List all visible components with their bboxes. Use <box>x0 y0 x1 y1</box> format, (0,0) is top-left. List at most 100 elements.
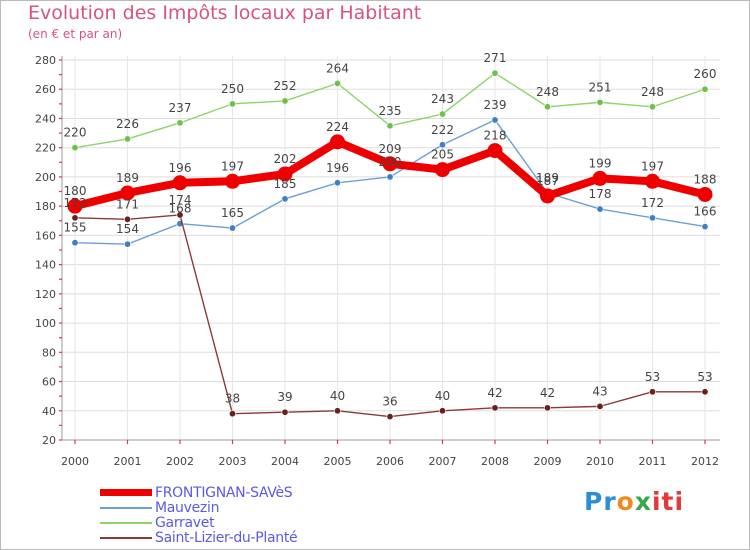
data-point <box>438 407 446 415</box>
data-label: 248 <box>641 85 664 99</box>
data-point <box>648 103 656 111</box>
x-tick-label: 2002 <box>166 455 194 468</box>
y-tick-label: 180 <box>35 200 56 213</box>
data-label: 222 <box>431 123 454 137</box>
data-point <box>701 388 709 396</box>
y-tick-label: 80 <box>42 346 56 359</box>
data-point <box>438 141 446 149</box>
logo-part: Pr <box>584 487 617 516</box>
data-point <box>67 198 83 214</box>
data-label: 43 <box>592 384 607 398</box>
data-point <box>386 122 394 130</box>
data-point <box>225 173 240 189</box>
legend-label: Garravet <box>155 514 215 531</box>
data-point <box>71 214 79 222</box>
data-point <box>645 173 660 189</box>
data-label: 166 <box>694 205 717 219</box>
data-point <box>124 215 132 223</box>
data-label: 185 <box>274 177 297 191</box>
data-label: 199 <box>589 156 612 170</box>
data-point <box>491 69 499 77</box>
x-tick-label: 2007 <box>429 455 457 468</box>
legend-label: Saint-Lizier-du-Planté <box>155 529 298 546</box>
data-label: 171 <box>116 197 139 211</box>
data-point <box>281 97 289 105</box>
data-point <box>596 98 604 106</box>
data-point <box>229 100 237 108</box>
x-tick-label: 2009 <box>534 455 562 468</box>
data-label: 189 <box>536 171 559 185</box>
data-label: 165 <box>221 206 244 220</box>
data-label: 226 <box>116 117 139 131</box>
data-point <box>386 413 394 421</box>
data-point <box>281 195 289 203</box>
data-point <box>71 239 79 247</box>
data-label: 172 <box>64 196 87 210</box>
data-label: 224 <box>326 120 349 134</box>
data-label: 172 <box>641 196 664 210</box>
data-point <box>487 143 503 159</box>
logo-part: o <box>616 487 635 516</box>
y-tick-label: 20 <box>42 434 56 447</box>
chart-subtitle: (en € et par an) <box>28 27 123 41</box>
x-tick-label: 2003 <box>219 455 247 468</box>
data-point <box>438 110 446 118</box>
data-label: 40 <box>330 389 345 403</box>
data-label: 39 <box>277 390 292 404</box>
data-label: 200 <box>379 155 402 169</box>
data-point <box>540 188 555 204</box>
x-tick-label: 2005 <box>324 455 352 468</box>
data-point <box>120 185 135 201</box>
data-label: 196 <box>169 161 192 175</box>
x-tick-label: 2000 <box>61 455 89 468</box>
data-label: 42 <box>487 386 502 400</box>
y-tick-label: 160 <box>35 229 56 242</box>
y-tick-label: 140 <box>35 259 56 272</box>
y-tick-label: 120 <box>35 288 56 301</box>
data-point <box>701 85 709 93</box>
data-label: 189 <box>116 171 139 185</box>
data-point <box>333 79 341 87</box>
data-label: 205 <box>431 148 454 162</box>
y-tick-label: 60 <box>42 376 56 389</box>
data-point <box>333 179 341 187</box>
data-point <box>281 408 289 416</box>
legend-swatch <box>100 489 152 496</box>
data-point <box>382 156 398 172</box>
data-label: 196 <box>326 161 349 175</box>
x-tick-label: 2004 <box>271 455 299 468</box>
y-tick-label: 240 <box>35 112 56 125</box>
data-label: 251 <box>589 80 612 94</box>
data-point <box>491 116 499 124</box>
data-point <box>176 119 184 127</box>
data-label: 36 <box>382 395 397 409</box>
legend-swatch <box>100 521 152 524</box>
data-point <box>701 223 709 231</box>
x-tick-label: 2010 <box>586 455 614 468</box>
data-label: 235 <box>379 104 402 118</box>
data-point <box>543 103 551 111</box>
legend-swatch <box>100 536 152 539</box>
data-point <box>648 388 656 396</box>
data-label: 187 <box>536 174 559 188</box>
data-point <box>124 135 132 143</box>
data-point <box>648 214 656 222</box>
data-label: 209 <box>379 142 402 156</box>
y-tick-label: 200 <box>35 171 56 184</box>
data-label: 248 <box>536 85 559 99</box>
x-tick-label: 2006 <box>376 455 404 468</box>
data-point <box>592 170 608 186</box>
data-point <box>172 175 188 191</box>
data-label: 260 <box>694 67 717 81</box>
x-tick-label: 2008 <box>481 455 509 468</box>
legend-label: FRONTIGNAN-SAVèS <box>155 484 293 501</box>
proxiti-logo: Proxiti <box>584 487 684 516</box>
data-point <box>277 166 293 182</box>
data-label: 38 <box>225 392 240 406</box>
data-point <box>229 224 237 232</box>
data-label: 188 <box>694 172 717 186</box>
data-label: 250 <box>221 82 244 96</box>
legend-item-saint-lizier: Saint-Lizier-du-Planté <box>100 529 298 546</box>
legend-swatch <box>100 506 152 509</box>
